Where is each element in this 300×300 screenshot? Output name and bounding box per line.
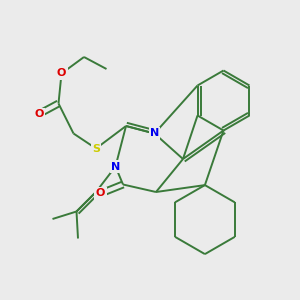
Text: N: N (150, 128, 159, 139)
Text: N: N (111, 161, 120, 172)
Text: O: O (96, 188, 105, 199)
Text: S: S (92, 143, 100, 154)
Text: O: O (34, 109, 44, 119)
Text: O: O (57, 68, 66, 79)
